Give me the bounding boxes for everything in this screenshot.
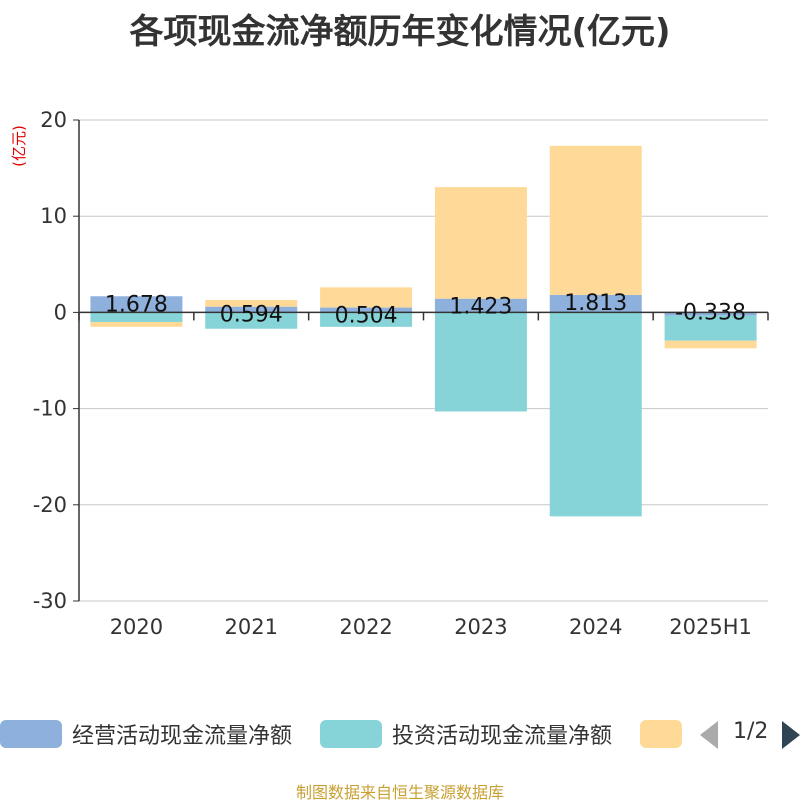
bar-investing-2022 [320,312,413,327]
y-axis-label: (亿元) [10,125,28,167]
legend-item-investing[interactable]: 投资活动现金流量净额 [320,716,612,752]
bar-investing-2023 [434,312,527,412]
bar-third-2024 [549,145,642,295]
x-tick-label: 2023 [454,615,507,639]
y-tick-label: 20 [40,108,67,132]
data-label: -0.338 [675,300,746,325]
bar-investing-2025H1 [664,315,757,341]
data-label: 1.813 [564,291,627,316]
x-tick-label: 2025H1 [669,615,752,639]
y-tick-label: -10 [33,397,67,421]
legend-swatch-operating [0,720,62,748]
legend-swatch-third-series [640,720,682,748]
bar-investing-2024 [549,312,642,517]
bar-investing-2020 [90,312,183,323]
y-tick-label: -20 [33,493,67,517]
data-label: 1.423 [449,295,512,320]
bar-investing-2021 [205,312,298,329]
bar-operating-2025H1 [664,312,757,316]
bar-third-2023 [434,187,527,299]
legend-prev-page-icon[interactable] [700,721,718,749]
source-note: 制图数据来自恒生聚源数据库 [295,783,504,802]
bar-operating-2020 [90,296,183,313]
bar-operating-2024 [549,294,642,313]
bar-third-2021 [205,299,298,307]
y-tick-label: 0 [54,300,67,324]
data-label: 0.594 [220,303,283,328]
bar-third-2025H1 [664,340,757,349]
legend-label-investing: 投资活动现金流量净额 [392,724,613,749]
x-tick-label: 2022 [339,615,392,639]
chart-title: 各项现金流净额历年变化情况(亿元) [129,12,671,52]
legend: 经营活动现金流量净额 投资活动现金流量净额 1/2 [0,716,800,756]
legend-swatch-investing [320,720,382,748]
bar-operating-2023 [434,298,527,313]
bar-third-2020 [90,322,183,327]
y-tick-label: -30 [33,589,67,613]
bar-operating-2021 [205,306,298,313]
bar-operating-2022 [320,307,413,313]
y-tick-label: 10 [40,204,67,228]
legend-item-third-series[interactable] [640,716,682,752]
bar-third-2022 [320,287,413,308]
data-label: 0.504 [335,304,398,329]
legend-page-indicator: 1/2 [733,719,769,744]
x-tick-label: 2021 [225,615,278,639]
x-tick-label: 2024 [569,615,622,639]
legend-next-page-icon[interactable] [782,721,800,749]
legend-label-operating: 经营活动现金流量净额 [72,724,293,749]
legend-item-operating[interactable]: 经营活动现金流量净额 [0,716,292,752]
x-tick-label: 2020 [110,615,163,639]
data-label: 1.678 [105,292,168,317]
